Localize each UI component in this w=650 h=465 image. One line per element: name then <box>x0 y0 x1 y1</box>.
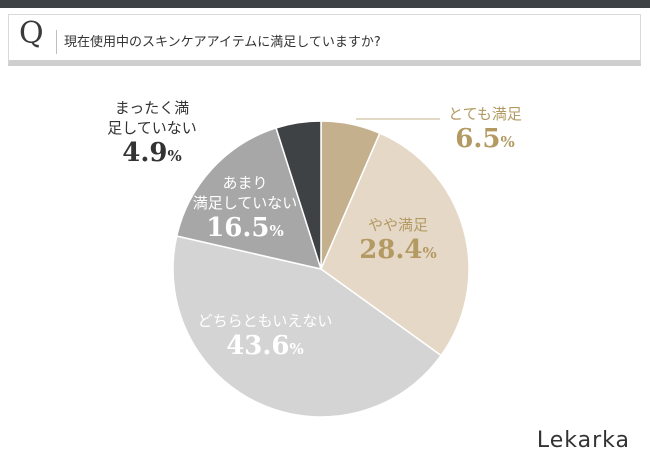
slice-label-name: やや満足 <box>368 216 428 234</box>
top-bar <box>0 0 650 8</box>
pie-slice-5 <box>275 120 322 270</box>
pie-slice-3 <box>172 235 443 418</box>
brand-logo: Lekarka <box>536 428 630 453</box>
slice-value: 16.5% <box>206 213 284 243</box>
question-letter: Q <box>19 16 44 51</box>
pie-slice-4 <box>175 127 323 271</box>
slice-label-name: あまり <box>222 174 267 192</box>
slice-label-name: 満足していない <box>193 194 298 212</box>
slice-label-name: 足していない <box>107 119 197 137</box>
slice-value: 28.4% <box>359 235 437 265</box>
question-text: 現在使用中のスキンケアアイテムに満足していますか? <box>64 35 381 50</box>
slice-value: 43.6% <box>226 331 304 361</box>
question-box <box>8 14 641 66</box>
slice-value: 6.5% <box>455 124 515 154</box>
slice-label-name: どちらともいえない <box>198 312 333 330</box>
slice-label-name: とても満足 <box>448 105 522 123</box>
slice-value: 4.9% <box>122 138 182 168</box>
pie-slice-2 <box>320 132 470 357</box>
slice-label-name: まったく満 <box>115 99 189 117</box>
question-divider <box>56 30 57 54</box>
